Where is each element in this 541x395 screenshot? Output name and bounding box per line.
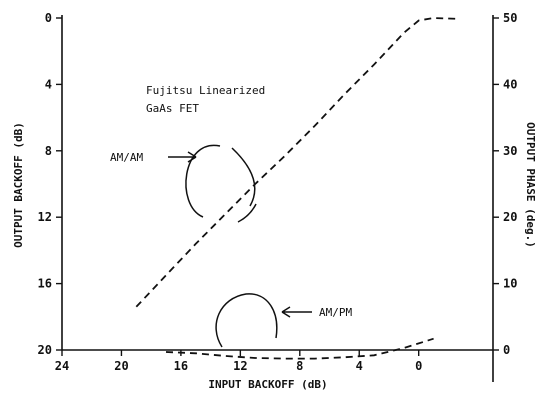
right-y-tick-label: 0 (503, 343, 510, 357)
am-am-loop-lower (237, 203, 257, 223)
am-am-series-line (135, 17, 456, 308)
left-y-axis-title: OUTPUT BACKOFF (dB) (12, 122, 25, 248)
am-am-label: AM/AM (110, 151, 143, 164)
left-y-tick-label: 20 (38, 343, 52, 357)
x-tick-label: 24 (55, 359, 69, 373)
right-y-tick-label: 40 (503, 77, 517, 91)
device-label-line2: GaAs FET (146, 102, 199, 115)
series-layer (135, 17, 456, 360)
right-y-tick-label: 10 (503, 277, 517, 291)
right-y-tick-label: 30 (503, 144, 517, 158)
am-pm-label: AM/PM (319, 306, 352, 319)
axes (61, 15, 494, 382)
am-am-loop (185, 144, 221, 218)
right-y-tick-label: 50 (503, 11, 517, 25)
am-pm-loop (215, 293, 278, 348)
left-y-tick-label: 12 (38, 210, 52, 224)
am-pm-series-line (165, 337, 434, 360)
am-pm-arrow (281, 306, 312, 318)
left-y-tick-label: 0 (45, 11, 52, 25)
ticks (56, 17, 499, 356)
x-tick-label: 20 (114, 359, 128, 373)
x-tick-label: 8 (296, 359, 303, 373)
x-tick-label: 4 (356, 359, 363, 373)
am-am-loop-upper (231, 147, 256, 207)
right-y-tick-label: 20 (503, 210, 517, 224)
left-y-tick-label: 8 (45, 144, 52, 158)
x-tick-label: 0 (415, 359, 422, 373)
left-y-tick-label: 4 (45, 77, 52, 91)
am-am-arrow (168, 151, 197, 163)
left-y-tick-label: 16 (38, 277, 52, 291)
x-tick-label: 12 (233, 359, 247, 373)
x-tick-label: 16 (174, 359, 188, 373)
right-y-axis-title: OUTPUT PHASE (deg.) (524, 122, 537, 248)
annotations: Fujitsu Linearized GaAs FET AM/AM AM/PM (110, 84, 352, 319)
device-label-line1: Fujitsu Linearized (146, 84, 265, 97)
x-axis-title: INPUT BACKOFF (dB) (208, 378, 327, 391)
callouts (168, 144, 312, 348)
